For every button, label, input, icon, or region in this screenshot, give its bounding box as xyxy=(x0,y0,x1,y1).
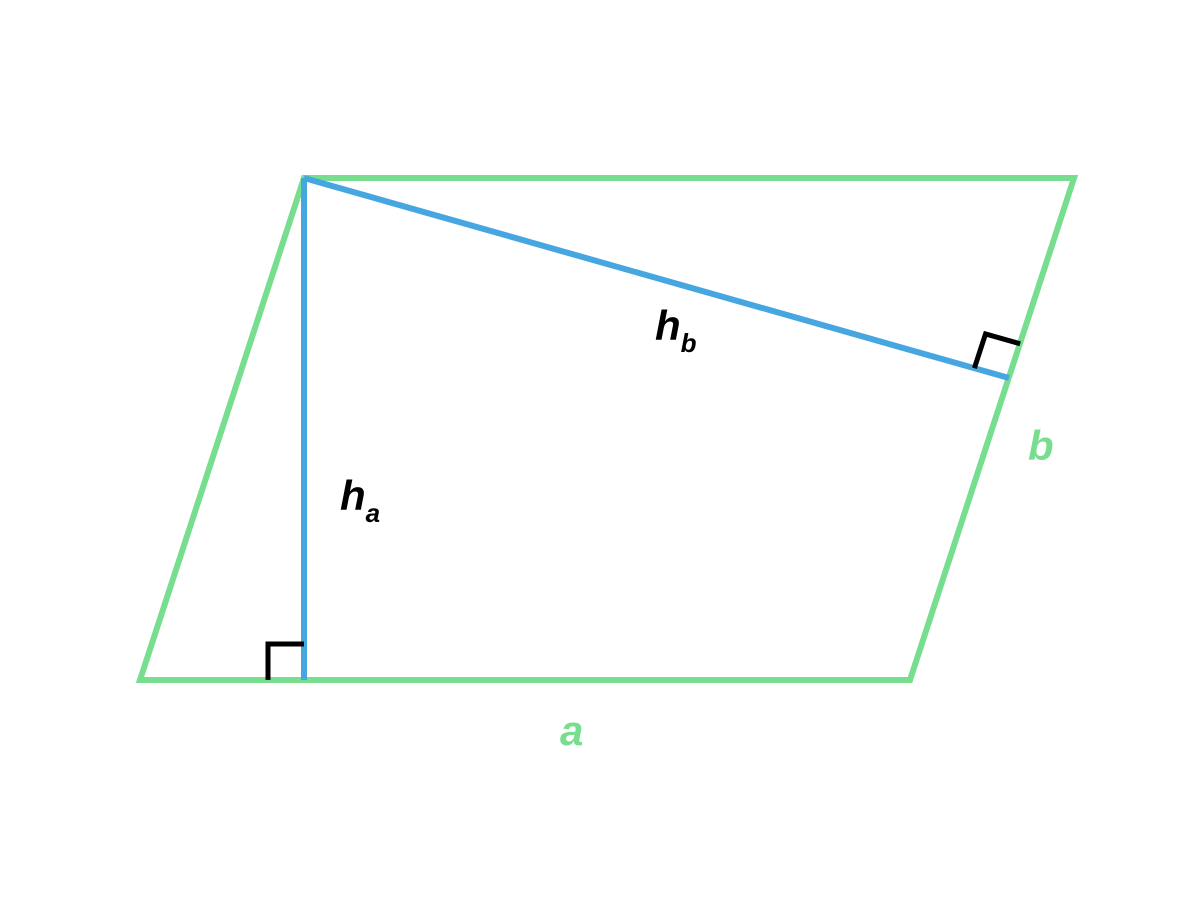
label-a: a xyxy=(560,707,583,754)
parallelogram-diagram: a b ha hb xyxy=(0,0,1201,900)
label-b: b xyxy=(1028,422,1054,469)
label-ha: ha xyxy=(340,472,380,528)
label-hb: hb xyxy=(655,302,697,358)
parallelogram xyxy=(140,178,1074,680)
right-angle-marker-ha xyxy=(268,644,304,680)
